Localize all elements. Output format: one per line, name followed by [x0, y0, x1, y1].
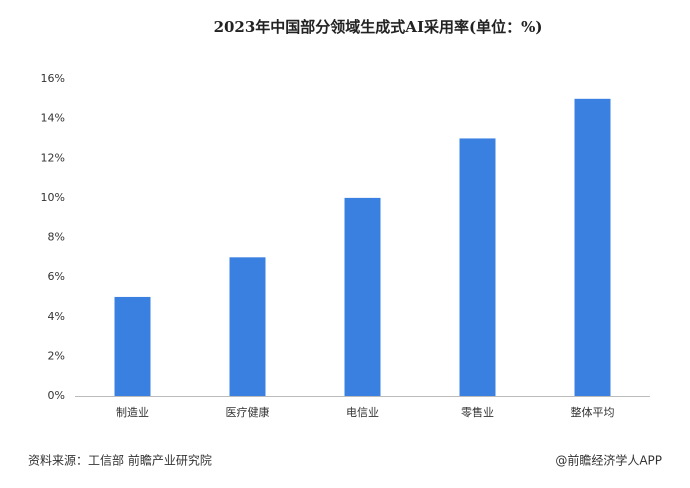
y-tick-label: 6% — [48, 270, 65, 283]
x-tick-label: 零售业 — [461, 405, 494, 419]
bar — [574, 98, 611, 396]
y-tick-label: 8% — [48, 231, 65, 244]
bar — [229, 257, 266, 396]
x-tick-label: 制造业 — [116, 405, 149, 419]
x-tick-label: 整体平均 — [571, 405, 615, 419]
y-tick-label: 0% — [48, 389, 65, 402]
y-tick-label: 10% — [41, 191, 65, 204]
chart-title: 2023年中国部分领域生成式AI采用率(单位：%) — [214, 18, 543, 36]
credit: @前瞻经济学人APP — [555, 453, 662, 468]
y-tick-label: 16% — [41, 72, 65, 85]
y-tick-label: 14% — [41, 112, 65, 125]
source-note: 资料来源：工信部 前瞻产业研究院 — [28, 453, 212, 468]
bar — [114, 296, 151, 396]
y-tick-label: 2% — [48, 349, 65, 362]
bar — [344, 197, 381, 396]
bar — [459, 138, 496, 396]
y-tick-label: 12% — [41, 151, 65, 164]
y-tick-label: 4% — [48, 310, 65, 323]
x-tick-label: 电信业 — [346, 406, 379, 419]
x-tick-label: 医疗健康 — [226, 405, 270, 419]
